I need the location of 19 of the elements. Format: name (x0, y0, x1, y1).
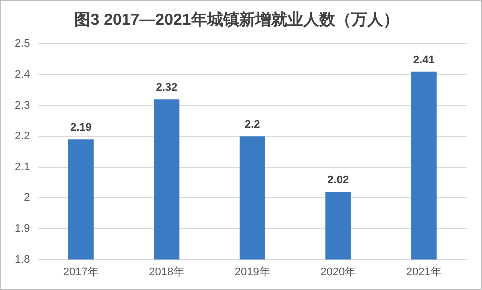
data-label: 2.41 (413, 54, 435, 66)
x-tick-label: 2021年 (406, 266, 442, 278)
y-tick-label: 1.9 (14, 223, 30, 236)
x-tick-label: 2020年 (320, 266, 356, 278)
y-tick-label: 2.2 (14, 130, 30, 143)
data-label: 2.2 (244, 119, 260, 132)
y-tick-label: 2.3 (14, 100, 30, 112)
x-tick-label: 2019年 (234, 266, 270, 278)
y-tick-label: 2.5 (14, 38, 30, 50)
data-label: 2.32 (156, 82, 178, 94)
y-tick-label: 2.1 (14, 161, 30, 174)
y-tick-label: 2.4 (14, 69, 30, 82)
x-tick-label: 2017年 (63, 266, 99, 278)
data-label: 2.19 (70, 122, 92, 134)
y-tick-label: 2 (24, 192, 30, 204)
y-tick-label: 1.8 (14, 254, 30, 266)
data-label: 2.02 (328, 174, 350, 187)
chart-title: 图3 2017—2021年城镇新增就业人数（万人） (74, 11, 400, 30)
x-tick-label: 2018年 (149, 266, 185, 278)
